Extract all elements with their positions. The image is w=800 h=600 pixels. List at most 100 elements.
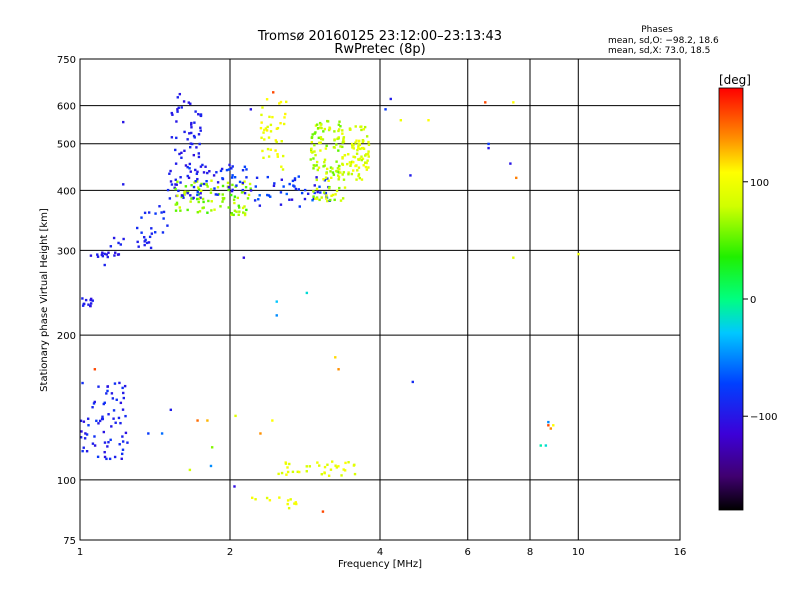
data-point — [352, 160, 355, 164]
data-point — [109, 438, 112, 442]
data-point — [544, 444, 548, 447]
data-point — [279, 191, 283, 194]
data-point — [310, 147, 313, 150]
data-point — [245, 208, 248, 212]
data-point — [264, 127, 268, 130]
data-point — [153, 231, 157, 234]
data-point — [322, 130, 325, 133]
data-point — [357, 166, 361, 169]
data-point — [326, 463, 329, 466]
data-point — [193, 121, 196, 124]
data-point — [241, 181, 245, 185]
data-point — [259, 432, 262, 435]
data-point — [190, 126, 193, 129]
plot-grid — [80, 59, 680, 540]
data-point — [315, 187, 319, 191]
data-point — [358, 176, 362, 180]
data-point — [100, 253, 104, 257]
data-point — [253, 199, 257, 202]
data-point — [183, 193, 186, 196]
data-point — [346, 162, 349, 166]
data-point — [351, 146, 354, 149]
data-point — [297, 188, 300, 191]
data-point — [84, 298, 88, 302]
data-point — [190, 131, 193, 135]
data-point — [291, 179, 295, 183]
data-point — [316, 168, 320, 172]
y-axis-label: Stationary phase Virtual Height [km] — [39, 208, 50, 392]
data-point — [207, 199, 210, 203]
data-point — [324, 147, 328, 150]
data-point — [258, 204, 262, 207]
data-point — [91, 406, 94, 409]
data-point — [317, 136, 321, 140]
data-point — [364, 161, 367, 164]
data-point — [189, 194, 192, 197]
data-point — [257, 198, 260, 201]
data-point — [204, 165, 207, 168]
x-tick-label: 10 — [572, 547, 585, 558]
data-point — [178, 206, 182, 209]
data-point — [219, 205, 222, 208]
data-point — [512, 101, 515, 104]
data-point — [180, 194, 184, 197]
data-point — [341, 132, 344, 135]
data-point — [549, 427, 553, 430]
data-point — [312, 197, 315, 200]
data-point — [292, 184, 295, 187]
data-point — [352, 147, 355, 150]
data-point — [333, 198, 336, 202]
data-point — [319, 136, 323, 139]
data-point — [357, 145, 360, 148]
data-point — [103, 401, 106, 404]
data-point — [337, 149, 340, 152]
x-tick-label: 4 — [377, 547, 383, 558]
data-point — [189, 170, 192, 173]
data-point — [238, 180, 242, 184]
data-point — [188, 167, 191, 170]
data-point — [360, 178, 364, 181]
data-point — [328, 126, 331, 129]
data-point — [353, 155, 357, 159]
data-point — [509, 162, 512, 165]
data-point — [212, 174, 216, 177]
data-point — [119, 401, 123, 405]
data-point — [123, 384, 127, 388]
data-point — [221, 200, 224, 203]
data-point — [577, 252, 580, 256]
data-point — [197, 188, 201, 191]
data-point — [93, 435, 96, 438]
data-point — [362, 128, 366, 131]
data-point — [183, 130, 186, 134]
data-point — [275, 140, 278, 144]
data-point — [351, 169, 355, 172]
data-point — [182, 100, 186, 103]
data-point — [315, 176, 318, 179]
data-point — [330, 176, 333, 180]
data-point — [275, 127, 279, 130]
data-point — [209, 188, 213, 191]
data-point — [180, 195, 183, 199]
data-point — [263, 138, 266, 141]
data-point — [293, 177, 297, 180]
data-point — [297, 175, 300, 178]
data-point — [272, 184, 276, 188]
data-point — [147, 432, 150, 435]
data-point — [352, 464, 356, 467]
data-point — [327, 474, 331, 477]
data-point — [96, 255, 100, 258]
data-point — [93, 400, 96, 404]
data-point — [367, 166, 370, 169]
colorbar-ticks: 100 0 −100 — [743, 178, 777, 423]
data-point — [354, 125, 357, 128]
data-point — [235, 210, 238, 213]
data-point — [360, 155, 363, 158]
data-point — [281, 168, 285, 171]
data-point — [332, 173, 336, 176]
data-point — [101, 415, 104, 418]
data-point — [110, 392, 114, 395]
data-point — [243, 205, 246, 208]
data-point — [197, 155, 201, 159]
data-point — [343, 186, 347, 189]
data-point — [330, 194, 333, 198]
